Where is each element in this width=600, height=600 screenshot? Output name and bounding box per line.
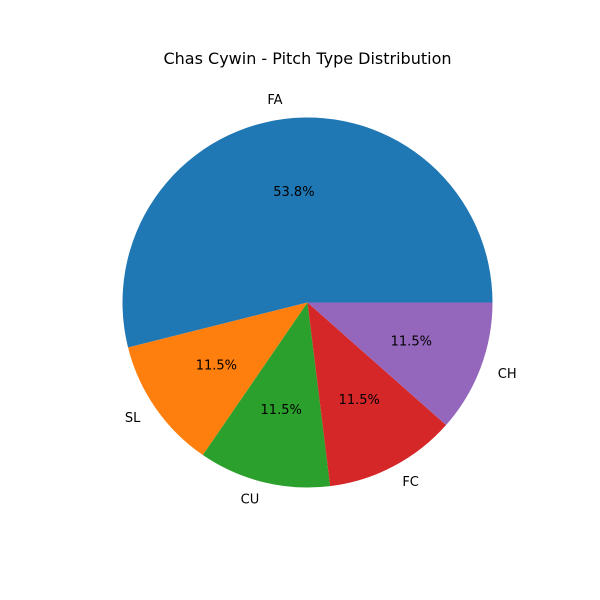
pie-slice-fa bbox=[122, 117, 493, 348]
pie-slice-fc bbox=[307, 302, 447, 487]
pie-slices bbox=[122, 117, 493, 488]
slice-label-ch: CH bbox=[498, 367, 517, 382]
pie-slice-cu bbox=[202, 302, 331, 488]
pct-label-cu: 11.5% bbox=[261, 403, 302, 418]
pie-slice-sl bbox=[128, 302, 308, 456]
chart-title: Chas Cywin - Pitch Type Distribution bbox=[163, 49, 451, 68]
slice-label-cu: CU bbox=[241, 493, 260, 508]
slice-label-fa: FA bbox=[267, 93, 282, 108]
pct-label-ch: 11.5% bbox=[391, 334, 432, 349]
pie-slice-ch bbox=[307, 302, 493, 426]
pct-label-fa: 53.8% bbox=[273, 185, 314, 200]
slice-label-sl: SL bbox=[125, 411, 141, 426]
pct-label-fc: 11.5% bbox=[339, 393, 380, 408]
pie-labels: FA 53.8% SL 11.5% CU 11.5% FC 11.5% CH 11.5% bbox=[125, 93, 517, 508]
pct-label-sl: 11.5% bbox=[196, 358, 237, 373]
slice-label-fc: FC bbox=[402, 475, 419, 490]
